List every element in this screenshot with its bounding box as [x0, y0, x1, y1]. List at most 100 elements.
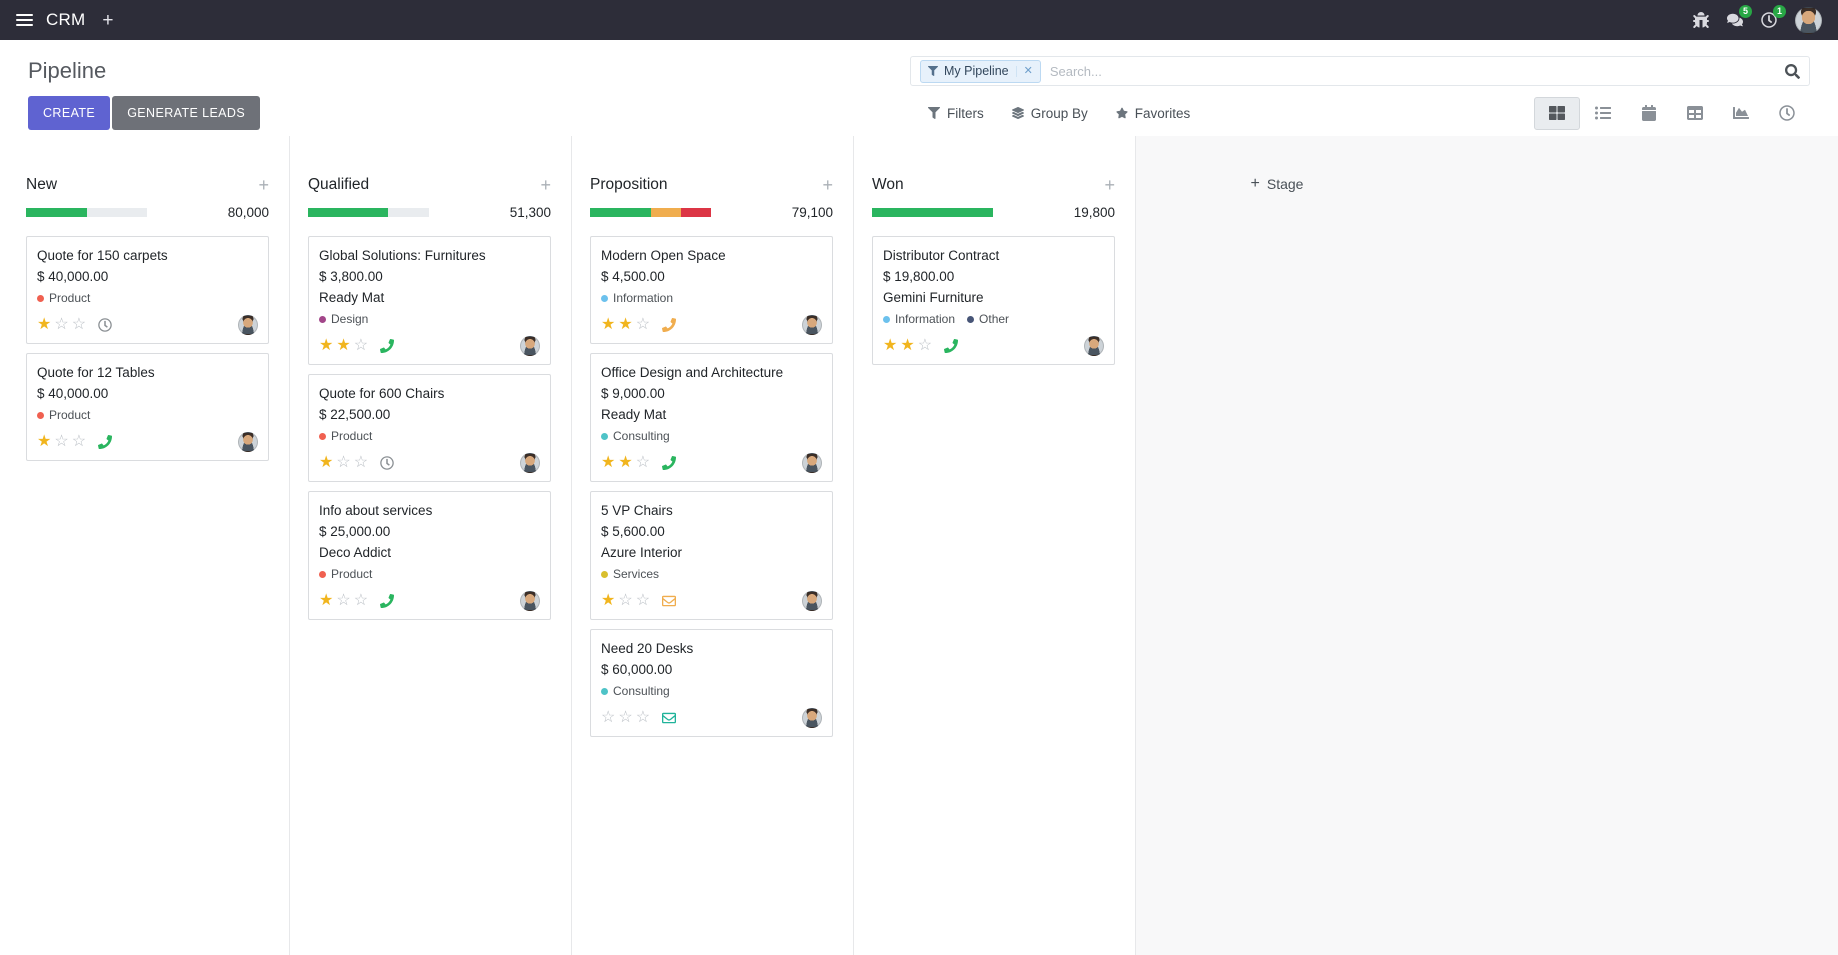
progress-segment[interactable]	[872, 208, 993, 217]
priority-star[interactable]: ★	[336, 337, 351, 354]
priority-star[interactable]: ☆	[601, 709, 616, 726]
kanban-card[interactable]: Distributor Contract $ 19,800.00 Gemini Fu…	[872, 236, 1115, 365]
column-progressbar[interactable]	[26, 208, 147, 217]
priority-star[interactable]: ☆	[71, 433, 87, 450]
filters-menu-button[interactable]: Filters	[928, 106, 984, 121]
column-progressbar[interactable]	[308, 208, 429, 217]
column-progressbar[interactable]	[590, 208, 711, 217]
column-quick-add-icon[interactable]: +	[540, 175, 551, 195]
salesperson-avatar[interactable]	[520, 453, 540, 473]
phone-activity-icon[interactable]	[662, 456, 676, 470]
priority-star[interactable]: ☆	[353, 454, 369, 471]
priority-star[interactable]: ☆	[54, 433, 69, 450]
kanban-card[interactable]: Info about services $ 25,000.00 Deco Addic…	[308, 491, 551, 620]
salesperson-avatar[interactable]	[238, 432, 258, 452]
kanban-card[interactable]: 5 VP Chairs $ 5,600.00 Azure Interior Servi…	[590, 491, 833, 620]
priority-star[interactable]: ☆	[917, 337, 933, 354]
priority-star[interactable]: ★	[618, 316, 633, 333]
favorites-menu-button[interactable]: Favorites	[1116, 106, 1190, 121]
plus-icon[interactable]: +	[102, 9, 114, 31]
progress-segment[interactable]	[650, 208, 681, 217]
kanban-card[interactable]: Modern Open Space $ 4,500.00 Information ★ ★…	[590, 236, 833, 344]
priority-star[interactable]: ★	[319, 592, 334, 609]
priority-star[interactable]: ★	[601, 316, 616, 333]
priority-star[interactable]: ★	[319, 337, 334, 354]
user-avatar[interactable]	[1795, 6, 1822, 34]
facet-remove-icon[interactable]: ✕	[1015, 65, 1033, 77]
column-quick-add-icon[interactable]: +	[258, 175, 269, 195]
phone-activity-icon[interactable]	[662, 318, 676, 332]
priority-star[interactable]: ★	[883, 337, 898, 354]
phone-activity-icon[interactable]	[380, 339, 394, 353]
priority-star[interactable]: ☆	[353, 337, 369, 354]
kanban-card[interactable]: Quote for 12 Tables $ 40,000.00 Product ★ ☆ ☆	[26, 353, 269, 461]
column-quick-add-icon[interactable]: +	[822, 175, 833, 195]
create-button[interactable]: CREATE	[28, 96, 111, 130]
salesperson-avatar[interactable]	[1084, 336, 1104, 356]
clock-activity-icon[interactable]	[98, 318, 112, 332]
kanban-card[interactable]: Quote for 600 Chairs $ 22,500.00 Product ★ ☆…	[308, 374, 551, 482]
salesperson-avatar[interactable]	[520, 336, 540, 356]
group-by-menu-button[interactable]: Group By	[1012, 106, 1088, 121]
progress-segment[interactable]	[680, 208, 711, 217]
view-switch-activity[interactable]	[1764, 97, 1810, 130]
app-name[interactable]: CRM	[46, 10, 86, 29]
salesperson-avatar[interactable]	[802, 708, 822, 728]
priority-star[interactable]: ☆	[336, 592, 351, 609]
search-input[interactable]	[1049, 63, 1776, 79]
progress-segment[interactable]	[26, 208, 87, 217]
add-stage-button[interactable]: + Stage	[1136, 176, 1418, 193]
priority-star[interactable]: ☆	[635, 454, 651, 471]
view-switch-kanban[interactable]	[1534, 96, 1580, 130]
priority-star[interactable]: ★	[618, 454, 633, 471]
view-switch-graph[interactable]	[1718, 97, 1764, 130]
envelope-activity-icon[interactable]	[662, 711, 676, 725]
salesperson-avatar[interactable]	[520, 591, 540, 611]
view-switch-list[interactable]	[1580, 97, 1626, 130]
progress-segment[interactable]	[86, 208, 147, 217]
view-switch-calendar[interactable]	[1626, 97, 1672, 130]
search-icon[interactable]	[1785, 64, 1800, 79]
kanban-card[interactable]: Global Solutions: Furnitures $ 3,800.00 Re…	[308, 236, 551, 365]
priority-star[interactable]: ★	[37, 433, 52, 450]
view-switch-pivot[interactable]	[1672, 97, 1718, 130]
priority-star[interactable]: ☆	[635, 316, 651, 333]
activities-clock-icon[interactable]: 1	[1761, 5, 1786, 28]
phone-activity-icon[interactable]	[98, 435, 112, 449]
priority-star[interactable]: ★	[319, 454, 334, 471]
priority-star[interactable]: ★	[601, 592, 616, 609]
kanban-card[interactable]: Need 20 Desks $ 60,000.00 Consulting ☆ ☆ ☆	[590, 629, 833, 737]
priority-star[interactable]: ☆	[618, 709, 633, 726]
priority-star[interactable]: ☆	[618, 592, 633, 609]
salesperson-avatar[interactable]	[802, 591, 822, 611]
column-quick-add-icon[interactable]: +	[1104, 175, 1115, 195]
phone-activity-icon[interactable]	[380, 594, 394, 608]
priority-star[interactable]: ☆	[635, 592, 651, 609]
kanban-card[interactable]: Office Design and Architecture $ 9,000.00…	[590, 353, 833, 482]
priority-star[interactable]: ☆	[336, 454, 351, 471]
priority-star[interactable]: ☆	[353, 592, 369, 609]
search-bar[interactable]: My Pipeline ✕	[910, 56, 1810, 86]
priority-star[interactable]: ★	[37, 316, 52, 333]
priority-star[interactable]: ☆	[635, 709, 651, 726]
envelope-activity-icon[interactable]	[662, 594, 676, 608]
progress-segment[interactable]	[590, 208, 651, 217]
progress-segment[interactable]	[308, 208, 388, 217]
priority-star[interactable]: ☆	[54, 316, 69, 333]
search-facet-my-pipeline[interactable]: My Pipeline ✕	[920, 59, 1041, 83]
apps-menu-icon[interactable]	[16, 14, 33, 26]
bug-icon[interactable]	[1693, 12, 1709, 28]
phone-activity-icon[interactable]	[944, 339, 958, 353]
salesperson-avatar[interactable]	[802, 453, 822, 473]
clock-activity-icon[interactable]	[380, 456, 394, 470]
priority-star[interactable]: ★	[900, 337, 915, 354]
priority-star[interactable]: ★	[601, 454, 616, 471]
column-progressbar[interactable]	[872, 208, 993, 217]
kanban-card[interactable]: Quote for 150 carpets $ 40,000.00 Product ★…	[26, 236, 269, 344]
generate-leads-button[interactable]: GENERATE LEADS	[112, 96, 261, 130]
messages-icon[interactable]: 5	[1727, 5, 1752, 28]
salesperson-avatar[interactable]	[238, 315, 258, 335]
salesperson-avatar[interactable]	[802, 315, 822, 335]
priority-star[interactable]: ☆	[71, 316, 87, 333]
progress-segment[interactable]	[387, 208, 429, 217]
